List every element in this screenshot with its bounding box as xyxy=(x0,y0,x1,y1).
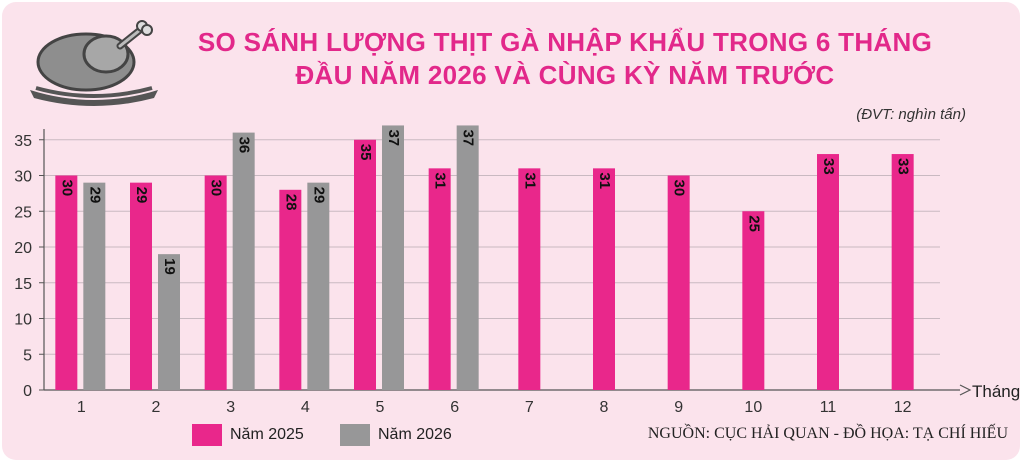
data-label: 37 xyxy=(385,129,402,146)
bar xyxy=(232,132,255,390)
chart-title: SO SÁNH LƯỢNG THỊT GÀ NHẬP KHẨU TRONG 6 … xyxy=(150,26,980,92)
x-tick-label: 4 xyxy=(301,399,310,416)
data-label: 36 xyxy=(236,137,253,154)
y-tick-label: 30 xyxy=(14,169,32,186)
bar xyxy=(204,175,227,390)
bar xyxy=(55,175,78,390)
roast-chicken-icon xyxy=(30,20,158,106)
bar xyxy=(891,154,914,390)
data-label: 31 xyxy=(432,172,449,189)
y-tick-label: 10 xyxy=(14,312,32,329)
x-tick-label: 9 xyxy=(674,399,683,416)
data-label: 30 xyxy=(208,180,225,197)
data-label: 35 xyxy=(357,144,374,161)
y-tick-label: 15 xyxy=(14,276,32,293)
legend-label-2026: Năm 2026 xyxy=(378,426,452,444)
data-label: 30 xyxy=(671,180,688,197)
bar xyxy=(817,154,839,390)
bar xyxy=(130,182,152,390)
bar xyxy=(354,139,376,390)
x-tick-label: 6 xyxy=(450,399,459,416)
x-tick-label: 3 xyxy=(226,399,235,416)
x-tick-label: 11 xyxy=(820,399,837,416)
y-tick-label: 0 xyxy=(23,383,32,400)
bar xyxy=(518,168,541,390)
legend-swatch-2026 xyxy=(340,424,370,446)
data-label: 29 xyxy=(86,187,103,204)
data-label: 33 xyxy=(895,158,912,175)
y-tick-label: 35 xyxy=(14,133,32,150)
data-label: 37 xyxy=(460,129,477,146)
bar xyxy=(428,168,451,390)
y-tick-label: 25 xyxy=(14,204,32,221)
data-label: 29 xyxy=(133,187,150,204)
legend-item-2025: Năm 2025 xyxy=(192,424,304,446)
legend-label-2025: Năm 2025 xyxy=(230,426,304,444)
data-label: 31 xyxy=(596,172,613,189)
data-label: 19 xyxy=(161,258,178,275)
data-label: 33 xyxy=(820,158,837,175)
x-tick-label: 10 xyxy=(744,399,762,416)
legend-item-2026: Năm 2026 xyxy=(340,424,452,446)
data-label: 28 xyxy=(282,194,299,211)
x-tick-label: 2 xyxy=(152,399,161,416)
x-axis-title: Tháng xyxy=(972,382,1020,401)
bar xyxy=(158,254,180,390)
legend-swatch-2025 xyxy=(192,424,222,446)
chart-title-line2: ĐẦU NĂM 2026 VÀ CÙNG KỲ NĂM TRƯỚC xyxy=(295,60,835,90)
data-label: 31 xyxy=(521,172,538,189)
bar xyxy=(667,175,690,390)
data-label: 30 xyxy=(58,180,75,197)
bar xyxy=(742,211,765,390)
x-tick-label: 1 xyxy=(77,399,86,416)
y-tick-label: 5 xyxy=(23,347,32,364)
bar xyxy=(83,182,106,390)
source-note: NGUỒN: CỤC HẢI QUAN - ĐỒ HỌA: TẠ CHÍ HIẾ… xyxy=(647,425,1008,442)
x-tick-label: 7 xyxy=(525,399,534,416)
x-tick-label: 8 xyxy=(600,399,609,416)
bar xyxy=(593,168,615,390)
x-tick-label: 12 xyxy=(894,399,912,416)
x-tick-label: 5 xyxy=(376,399,385,416)
data-label: 29 xyxy=(310,187,327,204)
unit-label: (ĐVT: nghìn tấn) xyxy=(856,106,966,123)
bar xyxy=(279,189,302,390)
chart-title-line1: SO SÁNH LƯỢNG THỊT GÀ NHẬP KHẨU TRONG 6 … xyxy=(197,27,933,57)
x-axis-arrow-icon xyxy=(959,384,972,396)
bar xyxy=(307,182,330,390)
bar xyxy=(382,125,404,390)
y-tick-label: 20 xyxy=(14,240,32,257)
bar xyxy=(456,125,479,390)
data-label: 25 xyxy=(745,215,762,232)
